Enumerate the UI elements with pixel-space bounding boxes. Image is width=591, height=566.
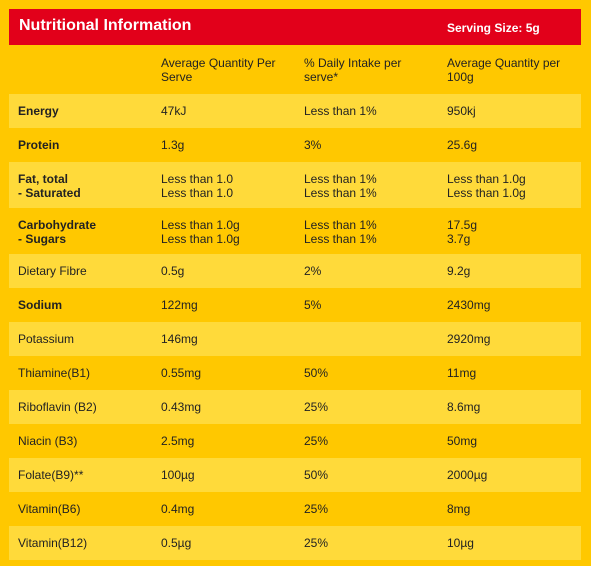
column-header: % Daily Intake per serve* [304, 56, 402, 84]
cell-value: 0.55mg [161, 366, 202, 380]
cell-value: 3.7g [447, 232, 471, 246]
cell-value: Less than 1% [304, 104, 377, 118]
cell-value: 3% [304, 138, 322, 152]
cell-value: 100µg [161, 468, 195, 482]
cell-value: 47kJ [161, 104, 187, 118]
table-row [9, 458, 581, 492]
cell-value: 2920mg [447, 332, 491, 346]
table-row [9, 288, 581, 322]
cell-value: 2.5mg [161, 434, 195, 448]
cell-value: 146mg [161, 332, 198, 346]
row-label: Vitamin(B12) [18, 536, 88, 550]
cell-value: 50% [304, 366, 329, 380]
cell-value: 1.3g [161, 138, 185, 152]
cell-value: 25.6g [447, 138, 478, 152]
cell-value: 25% [304, 400, 329, 414]
table-row [9, 94, 581, 128]
cell-value: 2430mg [447, 298, 491, 312]
column-header: Average Quantity Per Serve [161, 56, 276, 84]
row-label: Sodium [18, 298, 62, 312]
row-label: Potassium [18, 332, 75, 346]
row-label: Folate(B9)** [18, 468, 84, 482]
cell-value: 8mg [447, 502, 471, 516]
cell-value: 2% [304, 264, 322, 278]
table-row [9, 162, 581, 208]
cell-value: Less than 1.0g [447, 186, 526, 200]
cell-value: 8.6mg [447, 400, 481, 414]
cell-value: 17.5g [447, 218, 478, 232]
header-bar: Nutritional Information Serving Size: 5g [9, 9, 581, 45]
cell-value: 950kj [447, 104, 476, 118]
cell-value: 122mg [161, 298, 198, 312]
serving-size: Serving Size: 5g [447, 21, 540, 35]
cell-value: Less than 1.0g [161, 232, 240, 246]
cell-value: Less than 1% [304, 218, 377, 232]
title: Nutritional Information [19, 17, 192, 34]
row-label: - Saturated [18, 186, 81, 200]
table-row [9, 254, 581, 288]
cell-value: 25% [304, 434, 329, 448]
row-label: Riboflavin (B2) [18, 400, 97, 414]
table-row [9, 390, 581, 424]
cell-value: Less than 1.0g [447, 172, 526, 186]
cell-value: 10µg [447, 536, 474, 550]
table-row [9, 356, 581, 390]
cell-value: 9.2g [447, 264, 471, 278]
row-label: - Sugars [18, 232, 67, 246]
cell-value: Less than 1% [304, 172, 377, 186]
cell-value: Less than 1% [304, 186, 377, 200]
table-row [9, 424, 581, 458]
cell-value: 2000µg [447, 468, 488, 482]
row-label: Carbohydrate [18, 218, 97, 232]
row-label: Protein [18, 138, 60, 152]
cell-value: 0.4mg [161, 502, 195, 516]
cell-value: 5% [304, 298, 322, 312]
table-row [9, 128, 581, 162]
cell-value: 0.5g [161, 264, 185, 278]
row-label: Dietary Fibre [18, 264, 87, 278]
cell-value: 25% [304, 536, 329, 550]
cell-value: 50mg [447, 434, 478, 448]
row-label: Vitamin(B6) [18, 502, 81, 516]
cell-value: 0.5µg [161, 536, 192, 550]
table-row [9, 526, 581, 560]
cell-value: Less than 1.0g [161, 218, 240, 232]
column-header: Average Quantity per 100g [447, 56, 561, 84]
row-label: Thiamine(B1) [18, 366, 91, 380]
cell-value: 0.43mg [161, 400, 202, 414]
row-label: Niacin (B3) [18, 434, 78, 448]
cell-value: 50% [304, 468, 329, 482]
row-label: Fat, total [18, 172, 68, 186]
cell-value: Less than 1% [304, 232, 377, 246]
table-row [9, 322, 581, 356]
table-row [9, 492, 581, 526]
row-label: Energy [18, 104, 59, 118]
cell-value: Less than 1.0 [161, 172, 234, 186]
cell-value: 25% [304, 502, 329, 516]
cell-value: 11mg [447, 366, 477, 380]
cell-value: Less than 1.0 [161, 186, 234, 200]
